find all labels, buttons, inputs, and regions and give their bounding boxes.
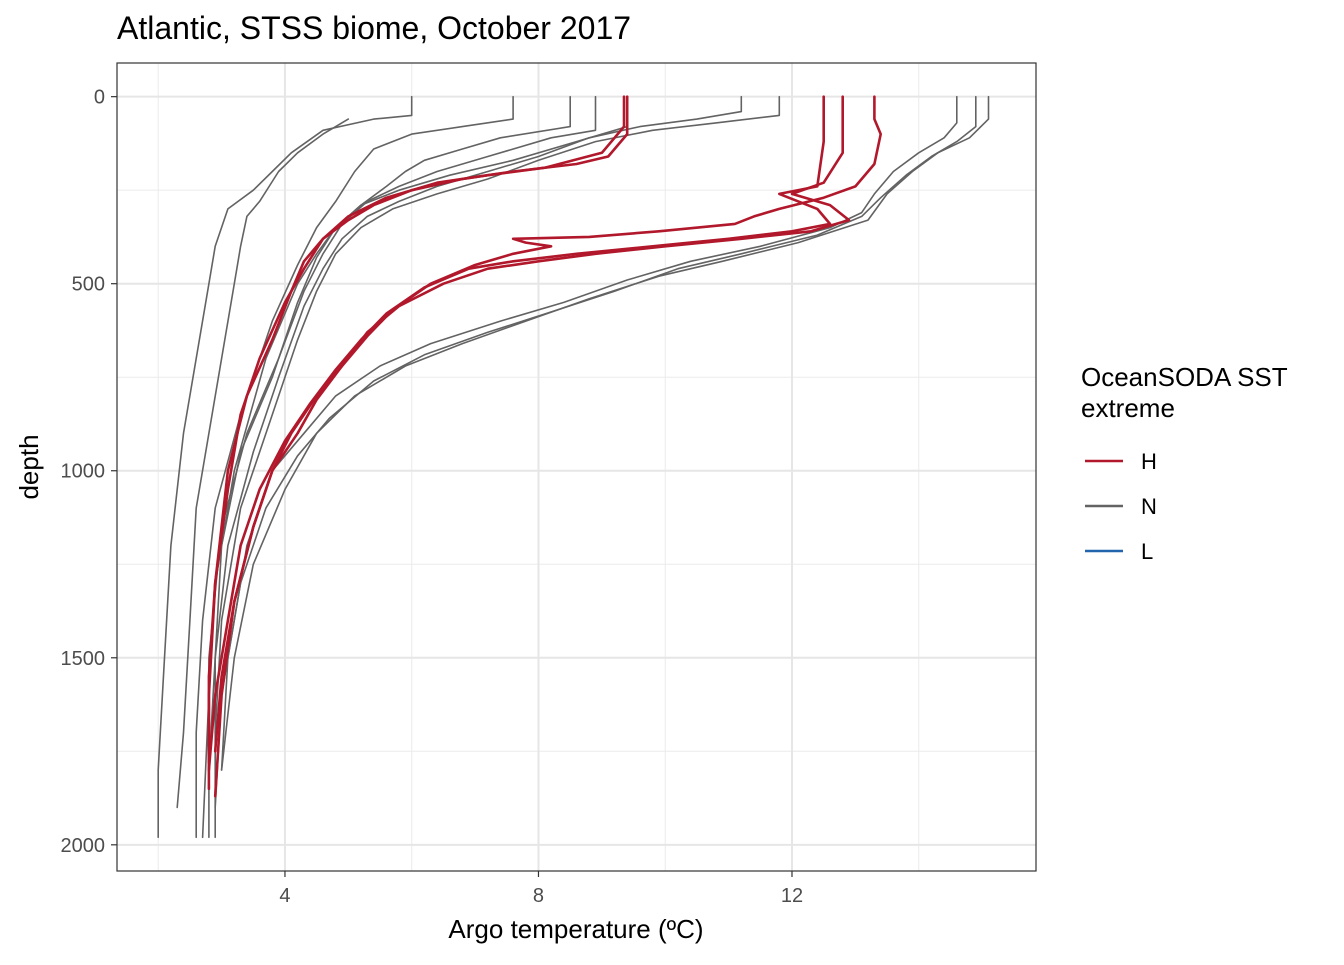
series-line-n bbox=[220, 95, 958, 771]
legend-label-h: H bbox=[1141, 449, 1157, 474]
series-lines bbox=[157, 95, 990, 839]
series-line-n bbox=[208, 95, 743, 771]
y-tick-label: 0 bbox=[94, 87, 105, 109]
legend-label-n: N bbox=[1141, 494, 1157, 519]
y-tick-label: 500 bbox=[72, 274, 105, 296]
y-tick-label: 1000 bbox=[61, 461, 106, 483]
x-tick-label: 12 bbox=[781, 885, 803, 907]
y-tick-label: 2000 bbox=[61, 835, 106, 857]
legend-entries: HNL bbox=[1085, 449, 1157, 564]
legend-label-l: L bbox=[1141, 539, 1153, 564]
x-axis-ticks: 4 8 12 bbox=[279, 871, 803, 907]
series-line-n bbox=[195, 95, 514, 839]
series-line-n bbox=[220, 95, 990, 771]
y-tick-label: 1500 bbox=[61, 648, 106, 670]
legend-title-line-1: OceanSODA SST bbox=[1081, 362, 1288, 392]
series-line-h bbox=[207, 95, 629, 790]
legend: OceanSODA SST extreme HNL bbox=[1081, 362, 1288, 564]
series-line-h bbox=[213, 95, 882, 753]
series-line-n bbox=[157, 95, 413, 839]
series-line-n bbox=[176, 118, 350, 809]
x-axis-label: Argo temperature (ºC) bbox=[448, 914, 703, 944]
chart-title: Atlantic, STSS biome, October 2017 bbox=[117, 10, 631, 46]
x-tick-label: 4 bbox=[279, 885, 290, 907]
grid-lines bbox=[117, 63, 1036, 871]
y-axis-ticks: 0 500 1000 1500 2000 bbox=[61, 87, 117, 857]
y-axis-label: depth bbox=[14, 434, 44, 499]
legend-title-line-2: extreme bbox=[1081, 393, 1175, 423]
plot-border bbox=[116, 62, 1037, 872]
x-tick-label: 8 bbox=[533, 885, 544, 907]
series-line-n bbox=[214, 95, 781, 734]
